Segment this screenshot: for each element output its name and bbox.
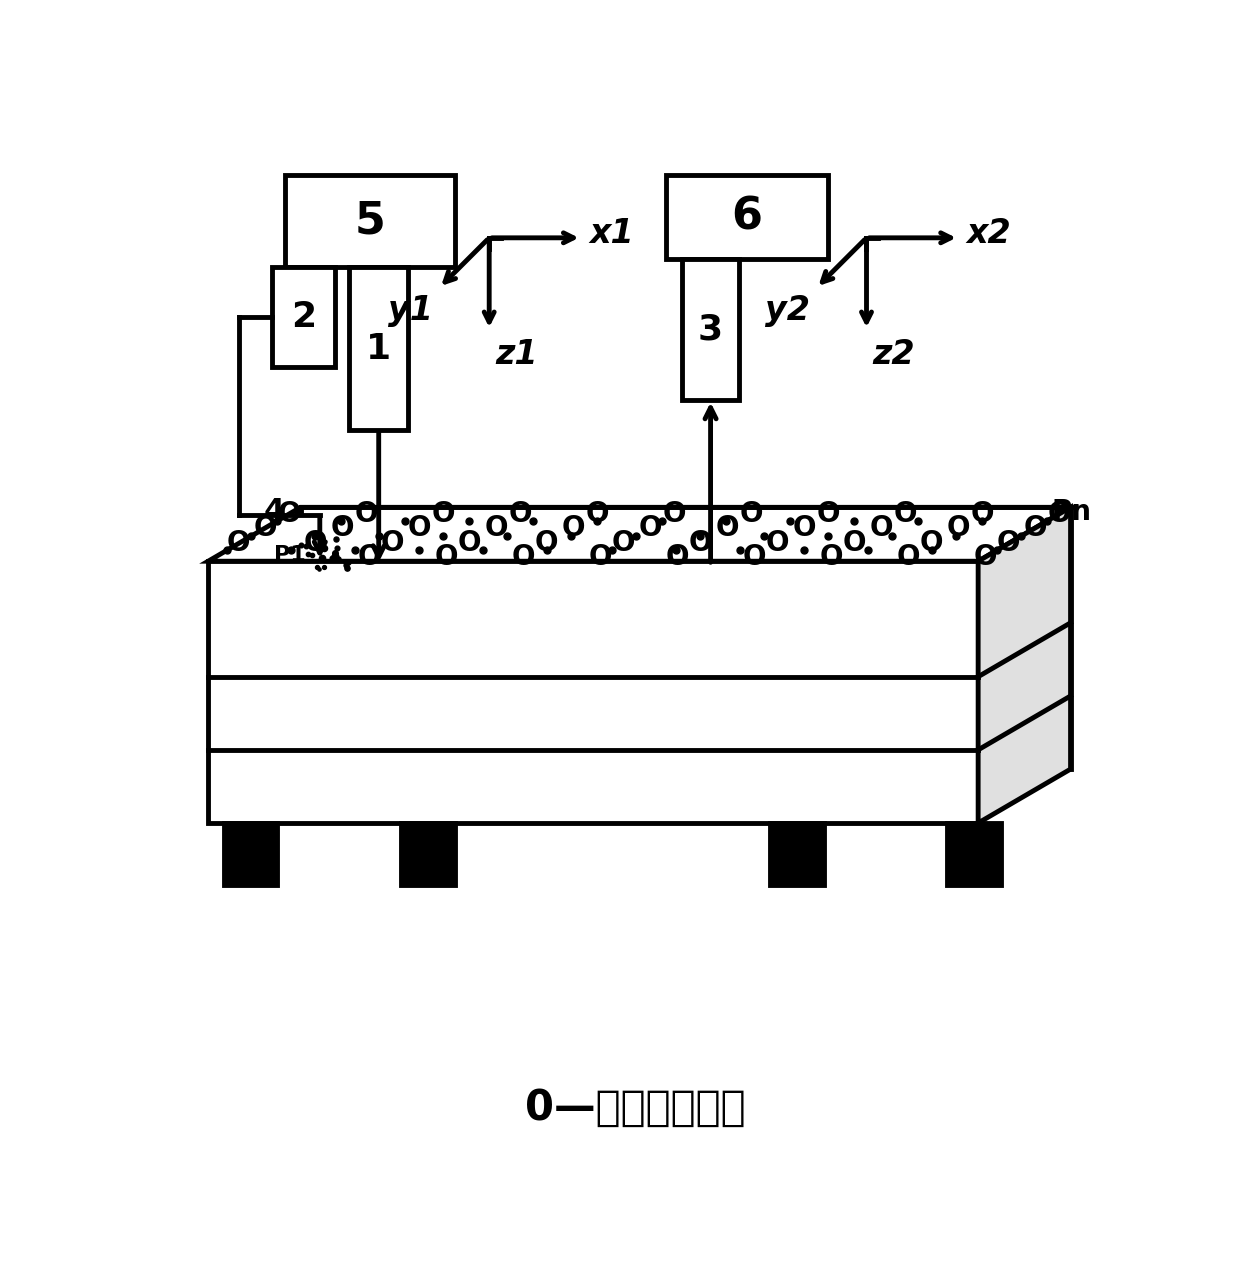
Text: O: O	[355, 500, 378, 528]
Text: O: O	[689, 530, 713, 558]
Text: 2: 2	[291, 300, 316, 334]
Text: P1: P1	[274, 545, 306, 565]
Text: y1: y1	[388, 293, 433, 327]
Text: O: O	[662, 500, 686, 528]
Text: O: O	[897, 542, 920, 570]
Polygon shape	[978, 508, 1070, 823]
Text: O: O	[639, 514, 662, 542]
Text: O: O	[485, 514, 508, 542]
Text: O: O	[820, 542, 843, 570]
Bar	[223, 823, 278, 884]
Text: 1: 1	[366, 332, 392, 366]
Bar	[666, 175, 828, 259]
Text: O: O	[817, 500, 841, 528]
Bar	[401, 823, 455, 884]
Text: Pn: Pn	[1052, 498, 1091, 526]
Text: O: O	[997, 530, 1021, 558]
Text: O: O	[432, 500, 455, 528]
Text: O: O	[869, 514, 893, 542]
Text: O: O	[381, 530, 404, 558]
Text: O: O	[458, 530, 481, 558]
Bar	[272, 267, 335, 367]
Text: O: O	[920, 530, 944, 558]
Text: O: O	[562, 514, 585, 542]
Text: O: O	[1024, 514, 1048, 542]
Text: O: O	[740, 500, 763, 528]
Text: O: O	[435, 542, 459, 570]
Text: O: O	[227, 530, 250, 558]
Text: O: O	[278, 500, 301, 528]
Bar	[947, 823, 1001, 884]
Text: O: O	[743, 542, 766, 570]
Text: z2: z2	[873, 338, 915, 371]
Text: 0—震点和检测点: 0—震点和检测点	[526, 1087, 745, 1129]
Text: 3: 3	[698, 313, 723, 347]
Text: O: O	[512, 542, 536, 570]
Text: O: O	[534, 530, 558, 558]
Polygon shape	[208, 561, 978, 823]
Text: O: O	[894, 500, 918, 528]
Text: O: O	[611, 530, 635, 558]
Text: y2: y2	[765, 293, 810, 327]
Bar	[350, 267, 408, 430]
Text: O: O	[254, 514, 278, 542]
Text: 6: 6	[732, 195, 763, 239]
Text: 4: 4	[263, 498, 284, 526]
Text: O: O	[792, 514, 816, 542]
Text: O: O	[408, 514, 432, 542]
Text: O: O	[666, 542, 689, 570]
Bar	[682, 259, 739, 399]
Text: O: O	[843, 530, 867, 558]
Text: O: O	[1048, 500, 1071, 528]
Text: 5: 5	[355, 199, 386, 242]
Bar	[770, 823, 825, 884]
Text: O: O	[508, 500, 532, 528]
Text: O: O	[304, 530, 327, 558]
Text: O: O	[358, 542, 381, 570]
Bar	[285, 175, 455, 267]
Text: x2: x2	[967, 217, 1012, 250]
Text: O: O	[766, 530, 790, 558]
Text: O: O	[971, 500, 994, 528]
Text: O: O	[715, 514, 739, 542]
Text: O: O	[585, 500, 609, 528]
Text: x1: x1	[589, 217, 634, 250]
Text: O: O	[331, 514, 355, 542]
Text: z1: z1	[495, 338, 538, 371]
Text: O: O	[589, 542, 613, 570]
Polygon shape	[208, 508, 1070, 561]
Text: O: O	[946, 514, 970, 542]
Text: O: O	[973, 542, 997, 570]
